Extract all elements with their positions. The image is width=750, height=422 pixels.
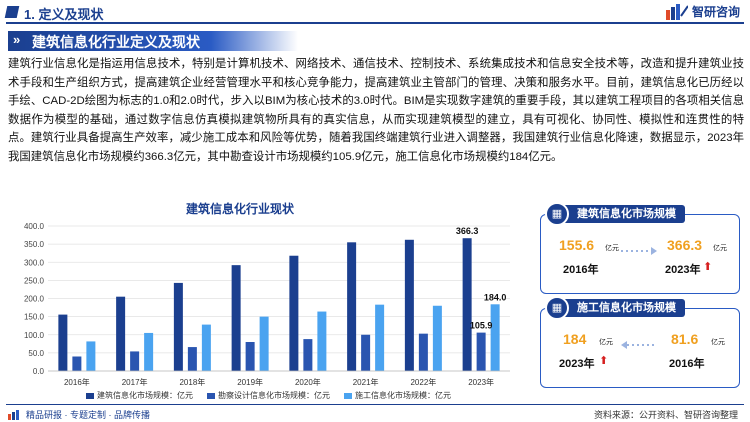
bar-design xyxy=(361,334,371,371)
x-tick-label: 2019年 xyxy=(237,377,263,387)
card-left-value: 155.6 xyxy=(559,237,595,253)
card-left-year: 2023年 xyxy=(559,358,595,370)
card-right-value: 81.6 xyxy=(671,331,699,347)
y-tick-label: 100.0 xyxy=(24,331,45,340)
footer-tagline: 精品研报 · 专题定制 · 品牌传播 xyxy=(8,408,150,421)
x-tick-label: 2023年 xyxy=(468,377,494,387)
dotted-arrow-icon xyxy=(621,247,657,255)
bar-construction xyxy=(317,311,327,371)
bar-design xyxy=(245,342,255,371)
bar-design xyxy=(130,351,140,371)
data-label: 184.0 xyxy=(484,292,507,302)
y-tick-label: 350.0 xyxy=(24,240,45,249)
brand-name: 智研咨询 xyxy=(691,5,740,19)
bar-total xyxy=(347,242,357,371)
bar-design xyxy=(187,347,197,371)
bar-total xyxy=(58,314,68,371)
legend-item: 施工信息化市场规模：亿元 xyxy=(344,390,451,401)
header-divider xyxy=(6,22,744,24)
chart-title: 建筑信息化行业现状 xyxy=(185,202,294,216)
data-label: 366.3 xyxy=(456,226,479,236)
footer-tagline-text: 精品研报 · 专题定制 · 品牌传播 xyxy=(26,410,150,420)
dotted-arrow-icon xyxy=(621,341,657,349)
body-paragraph: 建筑行业信息化是指运用信息技术，特别是计算机技术、网络技术、通信技术、控制技术、… xyxy=(8,58,744,163)
bar-construction xyxy=(432,305,442,371)
data-label: 105.9 xyxy=(470,321,493,331)
legend-item: 建筑信息化市场规模：亿元 xyxy=(86,390,193,401)
bar-total xyxy=(231,265,241,371)
footer: 精品研报 · 专题定制 · 品牌传播 资料来源：公开资料、智研咨询整理 xyxy=(0,404,750,422)
card-right-unit: 亿元 xyxy=(711,339,725,346)
bar-design xyxy=(418,333,428,371)
bar-construction xyxy=(201,324,211,371)
brand: 智研咨询 xyxy=(665,3,740,20)
card-left-year: 2016年 xyxy=(563,264,599,276)
x-tick-label: 2018年 xyxy=(179,377,205,387)
y-tick-label: 150.0 xyxy=(24,313,45,322)
y-tick-label: 300.0 xyxy=(24,258,45,267)
x-tick-label: 2021年 xyxy=(353,377,379,387)
brand-logo-icon xyxy=(665,3,688,20)
chart-legend: 建筑信息化市场规模：亿元 勘察设计信息化市场规模：亿元 施工信息化市场规模：亿元 xyxy=(86,390,451,401)
bar-total xyxy=(116,296,126,371)
legend-swatch xyxy=(207,392,215,399)
legend-label: 勘察设计信息化市场规模：亿元 xyxy=(218,391,330,400)
card-header: ▦ 建筑信息化市场规模 xyxy=(545,202,685,226)
bar-construction xyxy=(490,304,500,371)
footer-divider xyxy=(6,404,744,405)
x-tick-label: 2017年 xyxy=(122,377,148,387)
legend-label: 建筑信息化市场规模：亿元 xyxy=(97,391,193,400)
bar-construction xyxy=(375,304,385,371)
card-left-unit: 亿元 xyxy=(599,339,613,346)
bar-total xyxy=(289,255,299,371)
legend-item: 勘察设计信息化市场规模：亿元 xyxy=(207,390,330,401)
x-tick-label: 2020年 xyxy=(295,377,321,387)
card-right-year: 2023年 xyxy=(665,264,701,276)
top-header: 1. 定义及现状 智研咨询 xyxy=(0,0,750,26)
card-title: 建筑信息化市场规模 xyxy=(577,208,676,220)
bar-total xyxy=(173,282,183,371)
bar-construction xyxy=(144,332,154,371)
card-title: 施工信息化市场规模 xyxy=(577,302,676,314)
footer-logo-icon xyxy=(8,409,19,420)
card-right-value: 366.3 xyxy=(667,237,703,253)
building-icon: ▦ xyxy=(545,202,569,226)
bar-construction xyxy=(86,341,96,371)
card-right-year: 2016年 xyxy=(669,358,705,370)
bar-design xyxy=(303,339,313,371)
bar-chart: 0.0 50.0 100.0 150.0 200.0 250.0 300.0 350.0 400… xyxy=(24,222,510,387)
stat-card-construction: ▦ 施工信息化市场规模 184 亿元 81.6 亿元 2023年 ⬆ 2016年 xyxy=(540,296,740,388)
up-arrow-icon: ⬆ xyxy=(703,261,713,273)
section-marker-icon xyxy=(4,6,20,18)
footer-source: 资料来源：公开资料、智研咨询整理 xyxy=(593,410,738,420)
stat-card-total: ▦ 建筑信息化市场规模 155.6 亿元 366.3 亿元 2016年 2023… xyxy=(540,202,740,294)
up-arrow-icon: ⬆ xyxy=(599,355,609,367)
title-banner: » 建筑信息化行业定义及现状 xyxy=(8,31,298,51)
card-left-unit: 亿元 xyxy=(605,245,619,252)
bar-design xyxy=(476,332,486,371)
card-header: ▦ 施工信息化市场规模 xyxy=(545,296,685,320)
card-left-value: 184 xyxy=(563,331,587,347)
legend-swatch xyxy=(344,392,352,399)
y-tick-label: 400.0 xyxy=(24,222,45,231)
double-chevron-icon: » xyxy=(13,32,21,47)
bar-construction xyxy=(259,316,269,371)
building-icon: ▦ xyxy=(545,296,569,320)
card-right-unit: 亿元 xyxy=(713,245,727,252)
bar-total xyxy=(404,239,414,371)
y-tick-label: 0.0 xyxy=(33,367,45,376)
x-tick-label: 2016年 xyxy=(64,377,90,387)
y-tick-label: 250.0 xyxy=(24,276,45,285)
section-title: 1. 定义及现状 xyxy=(24,7,104,22)
bar-total xyxy=(462,238,472,371)
legend-swatch xyxy=(86,392,94,399)
x-tick-label: 2022年 xyxy=(410,377,436,387)
legend-label: 施工信息化市场规模：亿元 xyxy=(355,391,451,400)
bar-design xyxy=(72,356,82,371)
y-tick-label: 200.0 xyxy=(24,295,45,304)
y-tick-label: 50.0 xyxy=(28,349,44,358)
banner-title: 建筑信息化行业定义及现状 xyxy=(32,34,200,50)
